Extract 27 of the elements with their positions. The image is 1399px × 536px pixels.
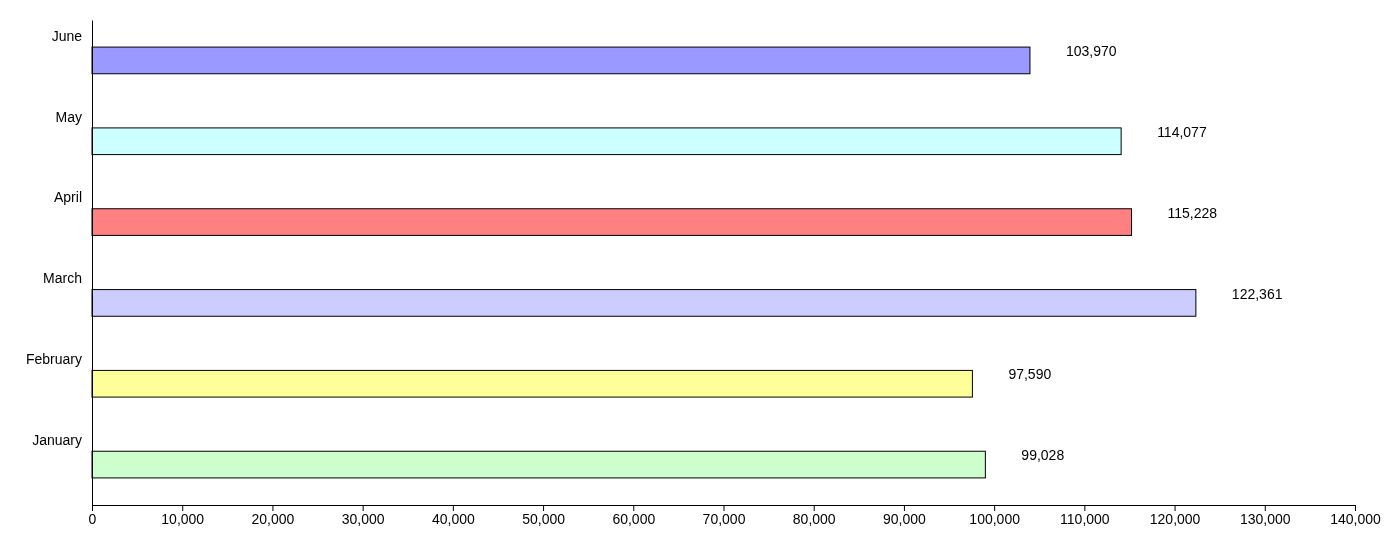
- x-tick-label: 90,000: [883, 510, 927, 527]
- x-tick-label: 30,000: [341, 510, 385, 527]
- x-tick-label: 140,000: [1330, 510, 1382, 527]
- x-tick-label: 130,000: [1239, 510, 1291, 527]
- data-label: 115,228: [1167, 204, 1218, 221]
- x-tick-label: 110,000: [1060, 510, 1110, 527]
- y-tick-label: May: [55, 108, 82, 125]
- y-tick-label: April: [53, 189, 82, 206]
- x-tick-label: 0: [88, 510, 97, 527]
- data-label: 122,361: [1231, 285, 1283, 302]
- data-label: 97,590: [1008, 366, 1052, 383]
- x-tick-label: 10,000: [161, 510, 205, 527]
- data-label: 103,970: [1065, 43, 1117, 60]
- data-label: 114,077: [1157, 123, 1207, 140]
- x-tick-label: 120,000: [1149, 510, 1201, 527]
- y-tick-label: June: [51, 27, 83, 44]
- y-tick-label: January: [32, 431, 82, 448]
- x-tick-label: 100,000: [969, 510, 1021, 527]
- x-tick-label: 60,000: [612, 510, 656, 527]
- y-tick-label: March: [43, 270, 82, 287]
- y-tick-label: February: [25, 351, 82, 368]
- data-label: 99,028: [1021, 447, 1065, 464]
- x-tick-label: 70,000: [702, 510, 746, 527]
- x-tick-label: 40,000: [431, 510, 475, 527]
- x-tick-label: 20,000: [251, 510, 295, 527]
- x-tick-label: 50,000: [522, 510, 566, 527]
- x-tick-label: 80,000: [792, 510, 836, 527]
